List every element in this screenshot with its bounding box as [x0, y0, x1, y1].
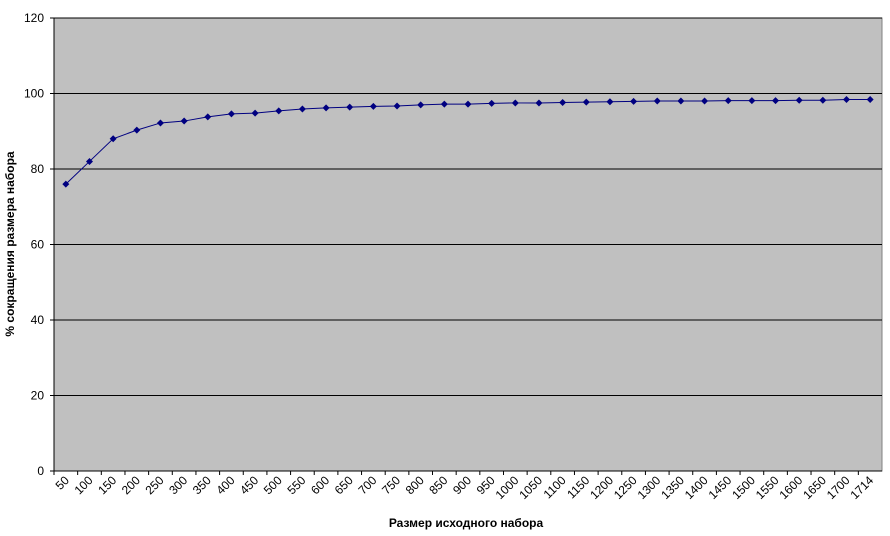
- x-tick-label: 650: [332, 473, 356, 497]
- x-tick-label: 300: [166, 473, 190, 497]
- data-point: [630, 97, 638, 105]
- y-tick-label: 60: [31, 238, 45, 252]
- data-point: [559, 99, 567, 107]
- data-point: [511, 99, 519, 107]
- y-tick-label: 120: [24, 11, 44, 25]
- x-tick-label: 350: [190, 473, 214, 497]
- x-tick-label: 50: [53, 473, 73, 493]
- data-point: [393, 102, 401, 110]
- x-tick-label: 1150: [564, 473, 592, 501]
- data-point: [322, 104, 330, 112]
- data-point: [866, 96, 874, 104]
- data-point: [843, 96, 851, 104]
- x-tick-label: 900: [450, 473, 474, 497]
- y-tick-label: 0: [37, 464, 44, 478]
- x-tick-label: 1450: [706, 473, 735, 502]
- data-point: [180, 117, 188, 125]
- x-tick-label: 1700: [824, 473, 853, 502]
- data-point: [488, 99, 496, 107]
- data-point: [62, 180, 70, 188]
- x-tick-label: 250: [143, 473, 167, 497]
- data-point: [251, 109, 259, 117]
- data-point: [298, 105, 306, 113]
- x-tick-label: 1100: [541, 473, 569, 501]
- y-axis-title: % сокращения размера набора: [3, 151, 17, 336]
- data-point: [606, 98, 614, 106]
- x-tick-label: 800: [403, 473, 427, 497]
- x-axis-title: Размер исходного набора: [389, 516, 544, 530]
- data-point: [346, 103, 354, 111]
- x-tick-label: 600: [308, 473, 332, 497]
- data-point: [417, 101, 425, 109]
- data-point: [109, 135, 117, 143]
- x-tick-label: 1600: [777, 473, 806, 502]
- x-tick-label: 1714: [848, 473, 877, 502]
- x-tick-label: 1300: [635, 473, 664, 502]
- data-point: [653, 97, 661, 105]
- data-point: [85, 157, 93, 165]
- x-tick-label: 1050: [516, 473, 545, 502]
- x-tick-label: 1500: [729, 473, 758, 502]
- y-tick-label: 80: [31, 162, 45, 176]
- data-point: [227, 110, 235, 118]
- data-point: [582, 98, 590, 106]
- data-point: [677, 97, 685, 105]
- data-point: [701, 97, 709, 105]
- data-point: [204, 113, 212, 121]
- x-tick-label: 550: [284, 473, 308, 497]
- x-tick-label: 450: [237, 473, 261, 497]
- x-tick-label: 1250: [611, 473, 640, 502]
- data-point: [748, 97, 756, 105]
- data-point: [535, 99, 543, 107]
- x-tick-label: 1000: [493, 473, 522, 502]
- y-tick-label: 100: [24, 87, 44, 101]
- x-tick-label: 1400: [682, 473, 711, 502]
- x-tick-label: 400: [213, 473, 237, 497]
- y-tick-label: 20: [31, 389, 45, 403]
- data-point: [724, 97, 732, 105]
- data-point: [819, 96, 827, 104]
- x-tick-label: 1550: [753, 473, 782, 502]
- x-tick-label: 500: [261, 473, 285, 497]
- data-point: [369, 102, 377, 110]
- data-point: [440, 100, 448, 108]
- x-tick-label: 200: [119, 473, 143, 497]
- data-point: [464, 100, 472, 108]
- data-point: [156, 119, 164, 127]
- x-tick-label: 1350: [658, 473, 687, 502]
- x-tick-label: 750: [379, 473, 403, 497]
- x-tick-label: 700: [355, 473, 379, 497]
- data-point: [795, 96, 803, 104]
- x-tick-label: 1650: [800, 473, 829, 502]
- data-point: [772, 97, 780, 105]
- x-tick-label: 1200: [587, 473, 616, 502]
- data-point: [275, 107, 283, 115]
- data-point: [133, 126, 141, 134]
- x-tick-label: 850: [426, 473, 450, 497]
- x-tick-label: 150: [95, 473, 119, 497]
- y-tick-label: 40: [31, 313, 45, 327]
- x-tick-label: 100: [72, 473, 96, 497]
